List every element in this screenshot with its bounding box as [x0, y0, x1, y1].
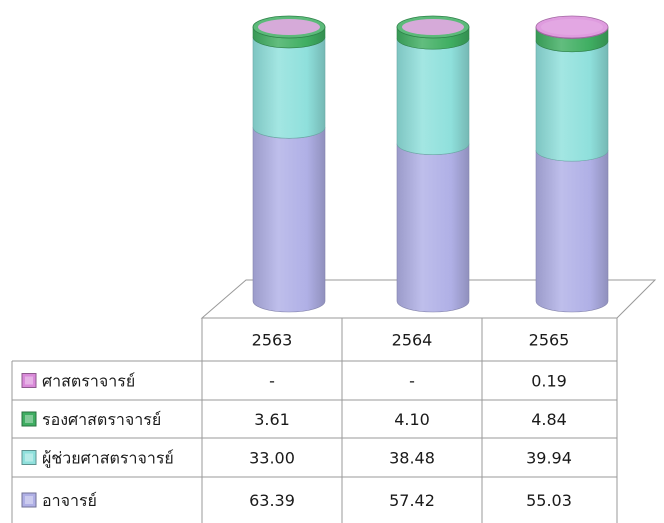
- data-label: 4.84: [531, 410, 567, 429]
- data-label: 39.94: [526, 449, 572, 468]
- legend-label: ผู้ช่วยศาสตราจารย์: [42, 449, 174, 469]
- bar-segment-2565-2: [535, 40, 609, 162]
- bar-2563: [252, 15, 326, 313]
- data-label: -: [269, 372, 275, 391]
- legend-label: อาจารย์: [42, 491, 97, 510]
- table-row-3: อาจารย์ 63.39 57.42 55.03: [21, 491, 572, 510]
- category-label-2565: 2565: [529, 331, 570, 350]
- legend-label: ศาสตราจารย์: [42, 372, 135, 391]
- data-label: 33.00: [249, 449, 295, 468]
- table-grid: [11, 317, 618, 523]
- bar-2565: [535, 15, 609, 313]
- bar-cap-inner-2565: [541, 19, 603, 35]
- data-label: 55.03: [526, 491, 572, 510]
- table-row-0: ศาสตราจารย์ - - 0.19: [21, 372, 567, 391]
- legend-swatch-inner: [25, 496, 33, 504]
- table-row-2: ผู้ช่วยศาสตราจารย์ 33.00 38.48 39.94: [21, 449, 572, 469]
- bar-segment-2564-2: [396, 38, 470, 155]
- data-label: 38.48: [389, 449, 435, 468]
- legend-label: รองศาสตราจารย์: [42, 410, 161, 429]
- data-label: -: [409, 372, 415, 391]
- data-label: 0.19: [531, 372, 567, 391]
- bars: [252, 15, 609, 313]
- data-label: 3.61: [254, 410, 290, 429]
- category-label-2563: 2563: [252, 331, 293, 350]
- table-row-1: รองศาสตราจารย์ 3.61 4.10 4.84: [21, 410, 567, 429]
- data-label: 57.42: [389, 491, 435, 510]
- data-label: 63.39: [249, 491, 295, 510]
- legend-swatch-inner: [25, 415, 33, 423]
- data-table: 2563 2564 2565 ศาสตราจารย์ - - 0.19 รองศาสตราจา…: [11, 317, 618, 523]
- bar-2564: [396, 15, 470, 313]
- legend-swatch-inner: [25, 453, 33, 462]
- bar-cap-inner-2563: [258, 19, 320, 35]
- bar-cap-inner-2564: [402, 19, 464, 35]
- bar-segment-2563-2: [252, 36, 326, 139]
- legend-swatch-inner: [25, 376, 33, 385]
- bar-segment-2564-3: [396, 143, 470, 313]
- bar-segment-2563-3: [252, 127, 326, 313]
- category-label-2564: 2564: [392, 331, 433, 350]
- bar-segment-2565-3: [535, 150, 609, 313]
- data-label: 4.10: [394, 410, 430, 429]
